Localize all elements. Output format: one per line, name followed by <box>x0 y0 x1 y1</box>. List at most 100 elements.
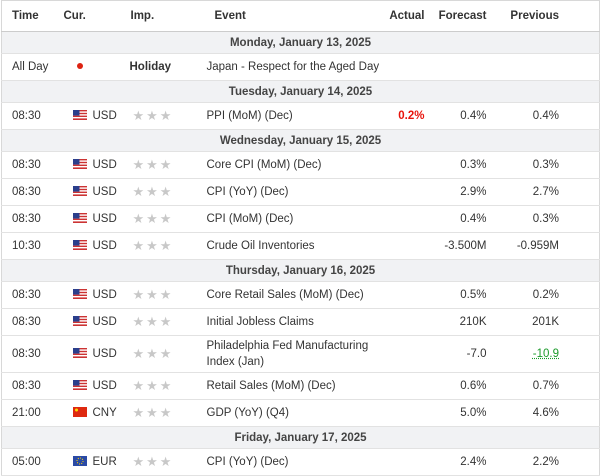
event: CPI (YoY) (Dec) <box>206 448 382 476</box>
impact-stars: ★★★ <box>129 372 207 400</box>
currency-cell: USD <box>62 335 130 373</box>
currency-cell <box>62 53 130 81</box>
event-row: 08:30 USD ★★★ Philadelphia Fed Manufacturin… <box>1 335 600 373</box>
actual-empty <box>381 308 432 336</box>
column-header: Time <box>1 0 63 32</box>
forecast: 5.0% <box>431 399 497 427</box>
forecast: -7.0 <box>431 335 497 373</box>
column-header: Previous <box>496 0 600 32</box>
day-row: Friday, January 17, 2025 <box>1 426 600 449</box>
currency: USD <box>92 289 117 301</box>
header-row: Time Cur. Imp. Event Actual Forecast Previous <box>1 0 600 32</box>
column-header: Imp. <box>129 0 207 32</box>
event-row: 08:30 USD ★★★ CPI (MoM) (Dec) 0.4% 0.3% <box>1 205 600 233</box>
previous: -0.959M <box>496 232 600 260</box>
forecast: 0.4% <box>431 102 497 130</box>
event: CPI (MoM) (Dec) <box>206 205 382 233</box>
currency: CNY <box>92 407 117 419</box>
flag-icon <box>72 110 87 120</box>
currency-cell: USD <box>62 232 130 260</box>
actual-empty <box>381 448 432 476</box>
previous: 0.2% <box>496 281 600 309</box>
previous-empty <box>496 53 600 81</box>
forecast: -3.500M <box>431 232 497 260</box>
time: 10:30 <box>1 232 63 260</box>
event: Retail Sales (MoM) (Dec) <box>206 372 382 400</box>
actual-empty <box>381 232 432 260</box>
previous: 201K <box>496 308 600 336</box>
table-body: Monday, January 13, 2025 All Day Holiday Ja… <box>1 31 600 476</box>
flag-icon <box>72 456 87 466</box>
day-row: Tuesday, January 14, 2025 <box>1 80 600 103</box>
impact-stars: ★★★ <box>129 281 207 309</box>
forecast: 0.4% <box>431 205 497 233</box>
column-header: Event <box>206 0 382 32</box>
actual-empty <box>381 281 432 309</box>
event: Initial Jobless Claims <box>206 308 382 336</box>
forecast: 2.4% <box>431 448 497 476</box>
flag-icon <box>72 213 87 223</box>
day-title: Friday, January 17, 2025 <box>1 426 600 449</box>
impact-stars: ★★★ <box>129 232 207 260</box>
day-row: Thursday, January 16, 2025 <box>1 259 600 282</box>
impact-stars: ★★★ <box>129 448 207 476</box>
currency: USD <box>92 316 117 328</box>
actual-empty <box>381 399 432 427</box>
currency-cell: EUR <box>62 448 130 476</box>
currency-cell: USD <box>62 281 130 309</box>
actual-empty <box>381 178 432 206</box>
actual-empty <box>381 335 432 373</box>
impact-stars: ★★★ <box>129 178 207 206</box>
currency-cell: CNY <box>62 399 130 427</box>
impact-stars: ★★★ <box>129 102 207 130</box>
event: GDP (YoY) (Q4) <box>206 399 382 427</box>
time: 08:30 <box>1 205 63 233</box>
event-row: 08:30 USD ★★★ CPI (YoY) (Dec) 2.9% 2.7% <box>1 178 600 206</box>
event: Core CPI (MoM) (Dec) <box>206 151 382 179</box>
currency: USD <box>92 380 117 392</box>
flag-icon <box>72 186 87 196</box>
event: Core Retail Sales (MoM) (Dec) <box>206 281 382 309</box>
flag-icon <box>72 240 87 250</box>
currency: USD <box>92 159 117 171</box>
currency: USD <box>92 213 117 225</box>
column-header: Cur. <box>62 0 130 32</box>
currency-cell: USD <box>62 308 130 336</box>
currency: EUR <box>92 456 117 468</box>
actual-empty <box>381 372 432 400</box>
forecast: 2.9% <box>431 178 497 206</box>
forecast: 0.5% <box>431 281 497 309</box>
currency: USD <box>92 240 117 252</box>
previous: 0.4% <box>496 102 600 130</box>
day-title: Tuesday, January 14, 2025 <box>1 80 600 103</box>
day-title: Thursday, January 16, 2025 <box>1 259 600 282</box>
flag-icon <box>72 289 87 299</box>
previous: 0.3% <box>496 151 600 179</box>
previous: 2.2% <box>496 448 600 476</box>
day-row: Monday, January 13, 2025 <box>1 31 600 54</box>
previous: -10.9 <box>496 335 600 373</box>
event-row: 08:30 USD ★★★ PPI (MoM) (Dec) 0.2% 0.4% 0.4% <box>1 102 600 130</box>
event-row: 08:30 USD ★★★ Retail Sales (MoM) (Dec) 0.6% 0… <box>1 372 600 400</box>
currency: USD <box>92 186 117 198</box>
currency-cell: USD <box>62 102 130 130</box>
column-header: Forecast <box>431 0 497 32</box>
impact-stars: ★★★ <box>129 399 207 427</box>
previous: 0.3% <box>496 205 600 233</box>
event: PPI (MoM) (Dec) <box>206 102 382 130</box>
currency-cell: USD <box>62 178 130 206</box>
forecast: 210K <box>431 308 497 336</box>
event: Japan - Respect for the Aged Day <box>206 53 382 81</box>
event-row: 05:00 EUR ★★★ CPI (YoY) (Dec) 2.4% 2.2% <box>1 448 600 476</box>
actual: 0.2% <box>381 102 432 130</box>
time: 08:30 <box>1 372 63 400</box>
impact: Holiday <box>129 53 207 81</box>
currency: USD <box>92 110 117 122</box>
forecast-empty <box>431 53 497 81</box>
actual-empty <box>381 53 432 81</box>
event: Philadelphia Fed Manufacturing Index (Ja… <box>206 335 382 373</box>
event: Crude Oil Inventories <box>206 232 382 260</box>
time: 08:30 <box>1 178 63 206</box>
currency-cell: USD <box>62 205 130 233</box>
